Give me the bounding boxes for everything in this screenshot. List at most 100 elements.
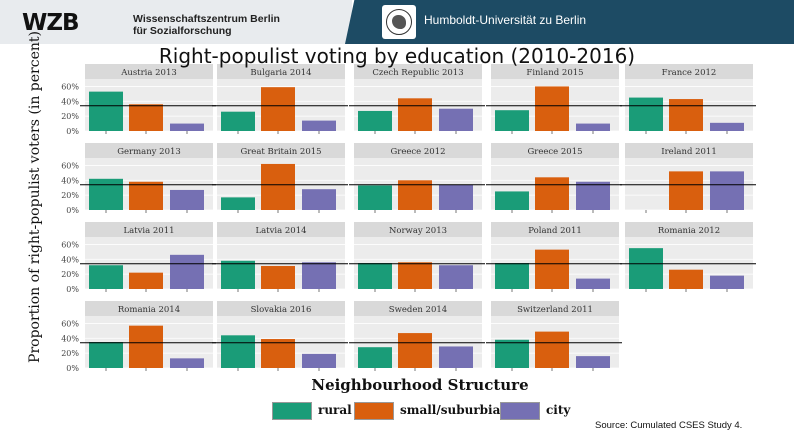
bar-small-suburbian — [535, 177, 569, 210]
panel-greece-2015: Greece 2015 — [486, 143, 622, 213]
panel-strip — [85, 64, 213, 79]
legend-label-rural: rural — [318, 403, 352, 417]
bar-small-suburbian — [261, 265, 295, 289]
y-tick-label: 60% — [61, 161, 79, 170]
panel-title: Switzerland 2011 — [517, 305, 593, 315]
legend-swatch-rural — [272, 402, 312, 420]
panel-romania-2012: Romania 2012 — [620, 222, 756, 292]
bar-small-suburbian — [129, 272, 163, 289]
panel-latvia-2014: Latvia 2014 — [212, 222, 348, 292]
panel-title: Slovakia 2016 — [251, 305, 312, 315]
bar-small-suburbian — [129, 181, 163, 210]
bar-city — [576, 181, 610, 210]
legend-swatch-small-suburbian — [354, 402, 394, 420]
panel-title: Norway 2013 — [389, 226, 447, 236]
bar-city — [170, 189, 204, 210]
panel-title: Latvia 2011 — [123, 226, 174, 236]
bar-rural — [89, 265, 123, 289]
bar-city — [302, 120, 336, 131]
bar-rural — [495, 339, 529, 368]
panel-title: Czech Republic 2013 — [372, 68, 463, 78]
bar-small-suburbian — [669, 269, 703, 289]
y-tick-label: 20% — [61, 349, 79, 358]
panel-title: Poland 2011 — [528, 226, 582, 236]
panel-strip — [625, 143, 753, 158]
bar-small-suburbian — [129, 325, 163, 368]
bar-rural — [221, 335, 255, 368]
bar-small-suburbian — [129, 104, 163, 131]
source-note: Source: Cumulated CSES Study 4. — [595, 420, 743, 431]
panel-strip — [491, 143, 619, 158]
bar-city — [439, 265, 473, 289]
bar-city — [576, 356, 610, 368]
panel-strip — [217, 64, 345, 79]
legend-label-small-suburbian: small/suburbian — [400, 403, 510, 417]
wzb-logo: WZB — [22, 10, 80, 36]
panel-strip — [85, 143, 213, 158]
bar-small-suburbian — [261, 87, 295, 131]
y-tick-label: 0% — [66, 285, 79, 294]
bar-small-suburbian — [669, 171, 703, 210]
bar-rural — [221, 197, 255, 210]
panel-title: Romania 2014 — [118, 305, 180, 315]
bar-rural — [629, 97, 663, 131]
panel-title: Ireland 2011 — [661, 147, 717, 157]
bar-city — [302, 262, 336, 289]
panel-strip — [85, 222, 213, 237]
panel-title: Great Britain 2015 — [240, 147, 321, 157]
panel-strip — [354, 301, 482, 316]
y-tick-label: 20% — [61, 270, 79, 279]
bar-small-suburbian — [398, 180, 432, 210]
university-name: Humboldt-Universität zu Berlin — [424, 13, 587, 27]
panel-switzerland-2011: Switzerland 2011 — [486, 301, 622, 371]
panel-bulgaria-2014: Bulgaria 2014 — [212, 64, 348, 134]
bar-small-suburbian — [261, 163, 295, 210]
panel-title: Latvia 2014 — [255, 226, 306, 236]
bar-small-suburbian — [398, 262, 432, 289]
panel-title: Greece 2012 — [390, 147, 445, 157]
bar-small-suburbian — [261, 339, 295, 368]
panel-title: Romania 2012 — [658, 226, 720, 236]
panel-slovakia-2016: Slovakia 2016 — [212, 301, 348, 371]
y-tick-label: 60% — [61, 319, 79, 328]
panel-norway-2013: Norway 2013 — [349, 222, 485, 292]
y-tick-label: 0% — [66, 127, 79, 136]
panel-latvia-2011: Latvia 2011 0% 20% 40% 60% — [61, 222, 216, 294]
bar-city — [710, 171, 744, 210]
panel-greece-2012: Greece 2012 — [349, 143, 485, 213]
bar-city — [576, 278, 610, 289]
y-tick-label: 40% — [61, 255, 79, 264]
bar-city — [302, 353, 336, 368]
bar-city — [170, 358, 204, 368]
panel-romania-2014: Romania 2014 0% 20% 40% 60% — [61, 301, 216, 373]
bar-city — [170, 254, 204, 289]
panel-strip — [217, 301, 345, 316]
panel-title: Finland 2015 — [526, 68, 583, 78]
institution-name: Wissenschaftszentrum Berlin für Sozialfo… — [133, 13, 280, 37]
bar-rural — [358, 185, 392, 210]
bar-city — [710, 122, 744, 131]
y-tick-label: 0% — [66, 206, 79, 215]
bar-city — [170, 123, 204, 131]
y-tick-label: 20% — [61, 191, 79, 200]
panel-title: Germany 2013 — [117, 147, 181, 157]
panel-strip — [491, 301, 619, 316]
y-tick-label: 20% — [61, 112, 79, 121]
bar-small-suburbian — [398, 333, 432, 368]
bar-small-suburbian — [535, 331, 569, 368]
panel-ireland-2011: Ireland 2011 — [620, 143, 756, 213]
bar-city — [439, 184, 473, 210]
panel-strip — [491, 222, 619, 237]
panel-title: Austria 2013 — [120, 68, 177, 78]
panel-strip — [625, 64, 753, 79]
panel-germany-2013: Germany 2013 0% 20% 40% 60% — [61, 143, 216, 215]
bar-city — [302, 189, 336, 210]
panel-sweden-2014: Sweden 2014 — [349, 301, 485, 371]
bar-small-suburbian — [535, 249, 569, 289]
panel-strip — [85, 301, 213, 316]
legend-swatch-city — [500, 402, 540, 420]
bar-small-suburbian — [535, 86, 569, 131]
panel-france-2012: France 2012 — [620, 64, 756, 134]
institution-line-1: Wissenschaftszentrum Berlin — [133, 13, 280, 25]
